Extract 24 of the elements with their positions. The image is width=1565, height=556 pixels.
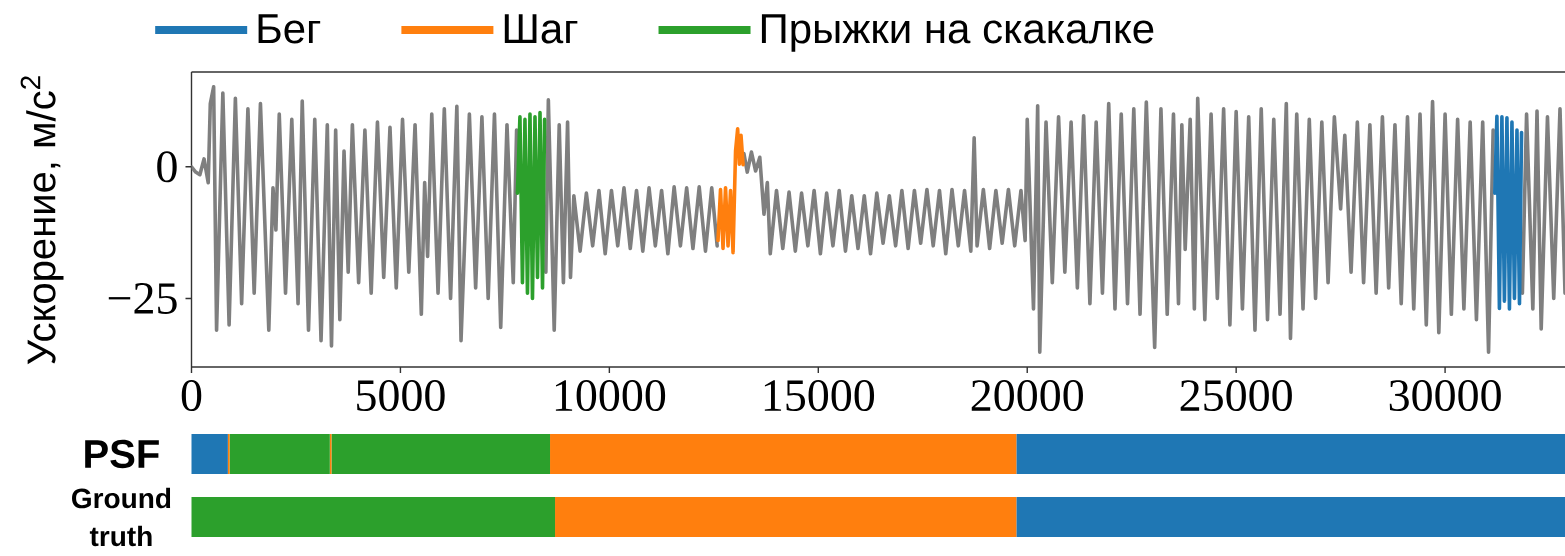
x-tick-label: 10000 <box>555 380 666 412</box>
legend-label: Прыжки на скакалке <box>761 14 1154 52</box>
x-tick-label: 30000 <box>1389 380 1501 412</box>
legend-label: Бег <box>258 14 321 44</box>
x-tick-label: 20000 <box>971 380 1083 412</box>
y-tick-label: −25 <box>108 283 177 314</box>
bar <box>191 434 228 474</box>
x-tick-label: 15000 <box>764 380 875 412</box>
y-tick-label: 0 <box>157 151 177 183</box>
bar <box>1016 434 1565 474</box>
bar <box>191 497 556 537</box>
bar <box>555 497 1017 537</box>
y-tick-label: PSF <box>85 439 159 469</box>
line-series <box>1493 114 1524 311</box>
y-axis-title: Ускорение, м/с$^{2}$ <box>20 76 64 365</box>
line-series <box>515 110 547 301</box>
x-tick-label: 0 <box>181 380 202 412</box>
x-tick-label: 5000 <box>357 380 445 412</box>
x-tick-label: 25000 <box>1180 380 1292 412</box>
bar <box>1016 497 1565 537</box>
bar <box>550 434 1017 474</box>
legend-label: Шаг <box>504 14 578 44</box>
line-series <box>716 127 745 255</box>
y-tick-label: Ground truth <box>72 487 171 547</box>
